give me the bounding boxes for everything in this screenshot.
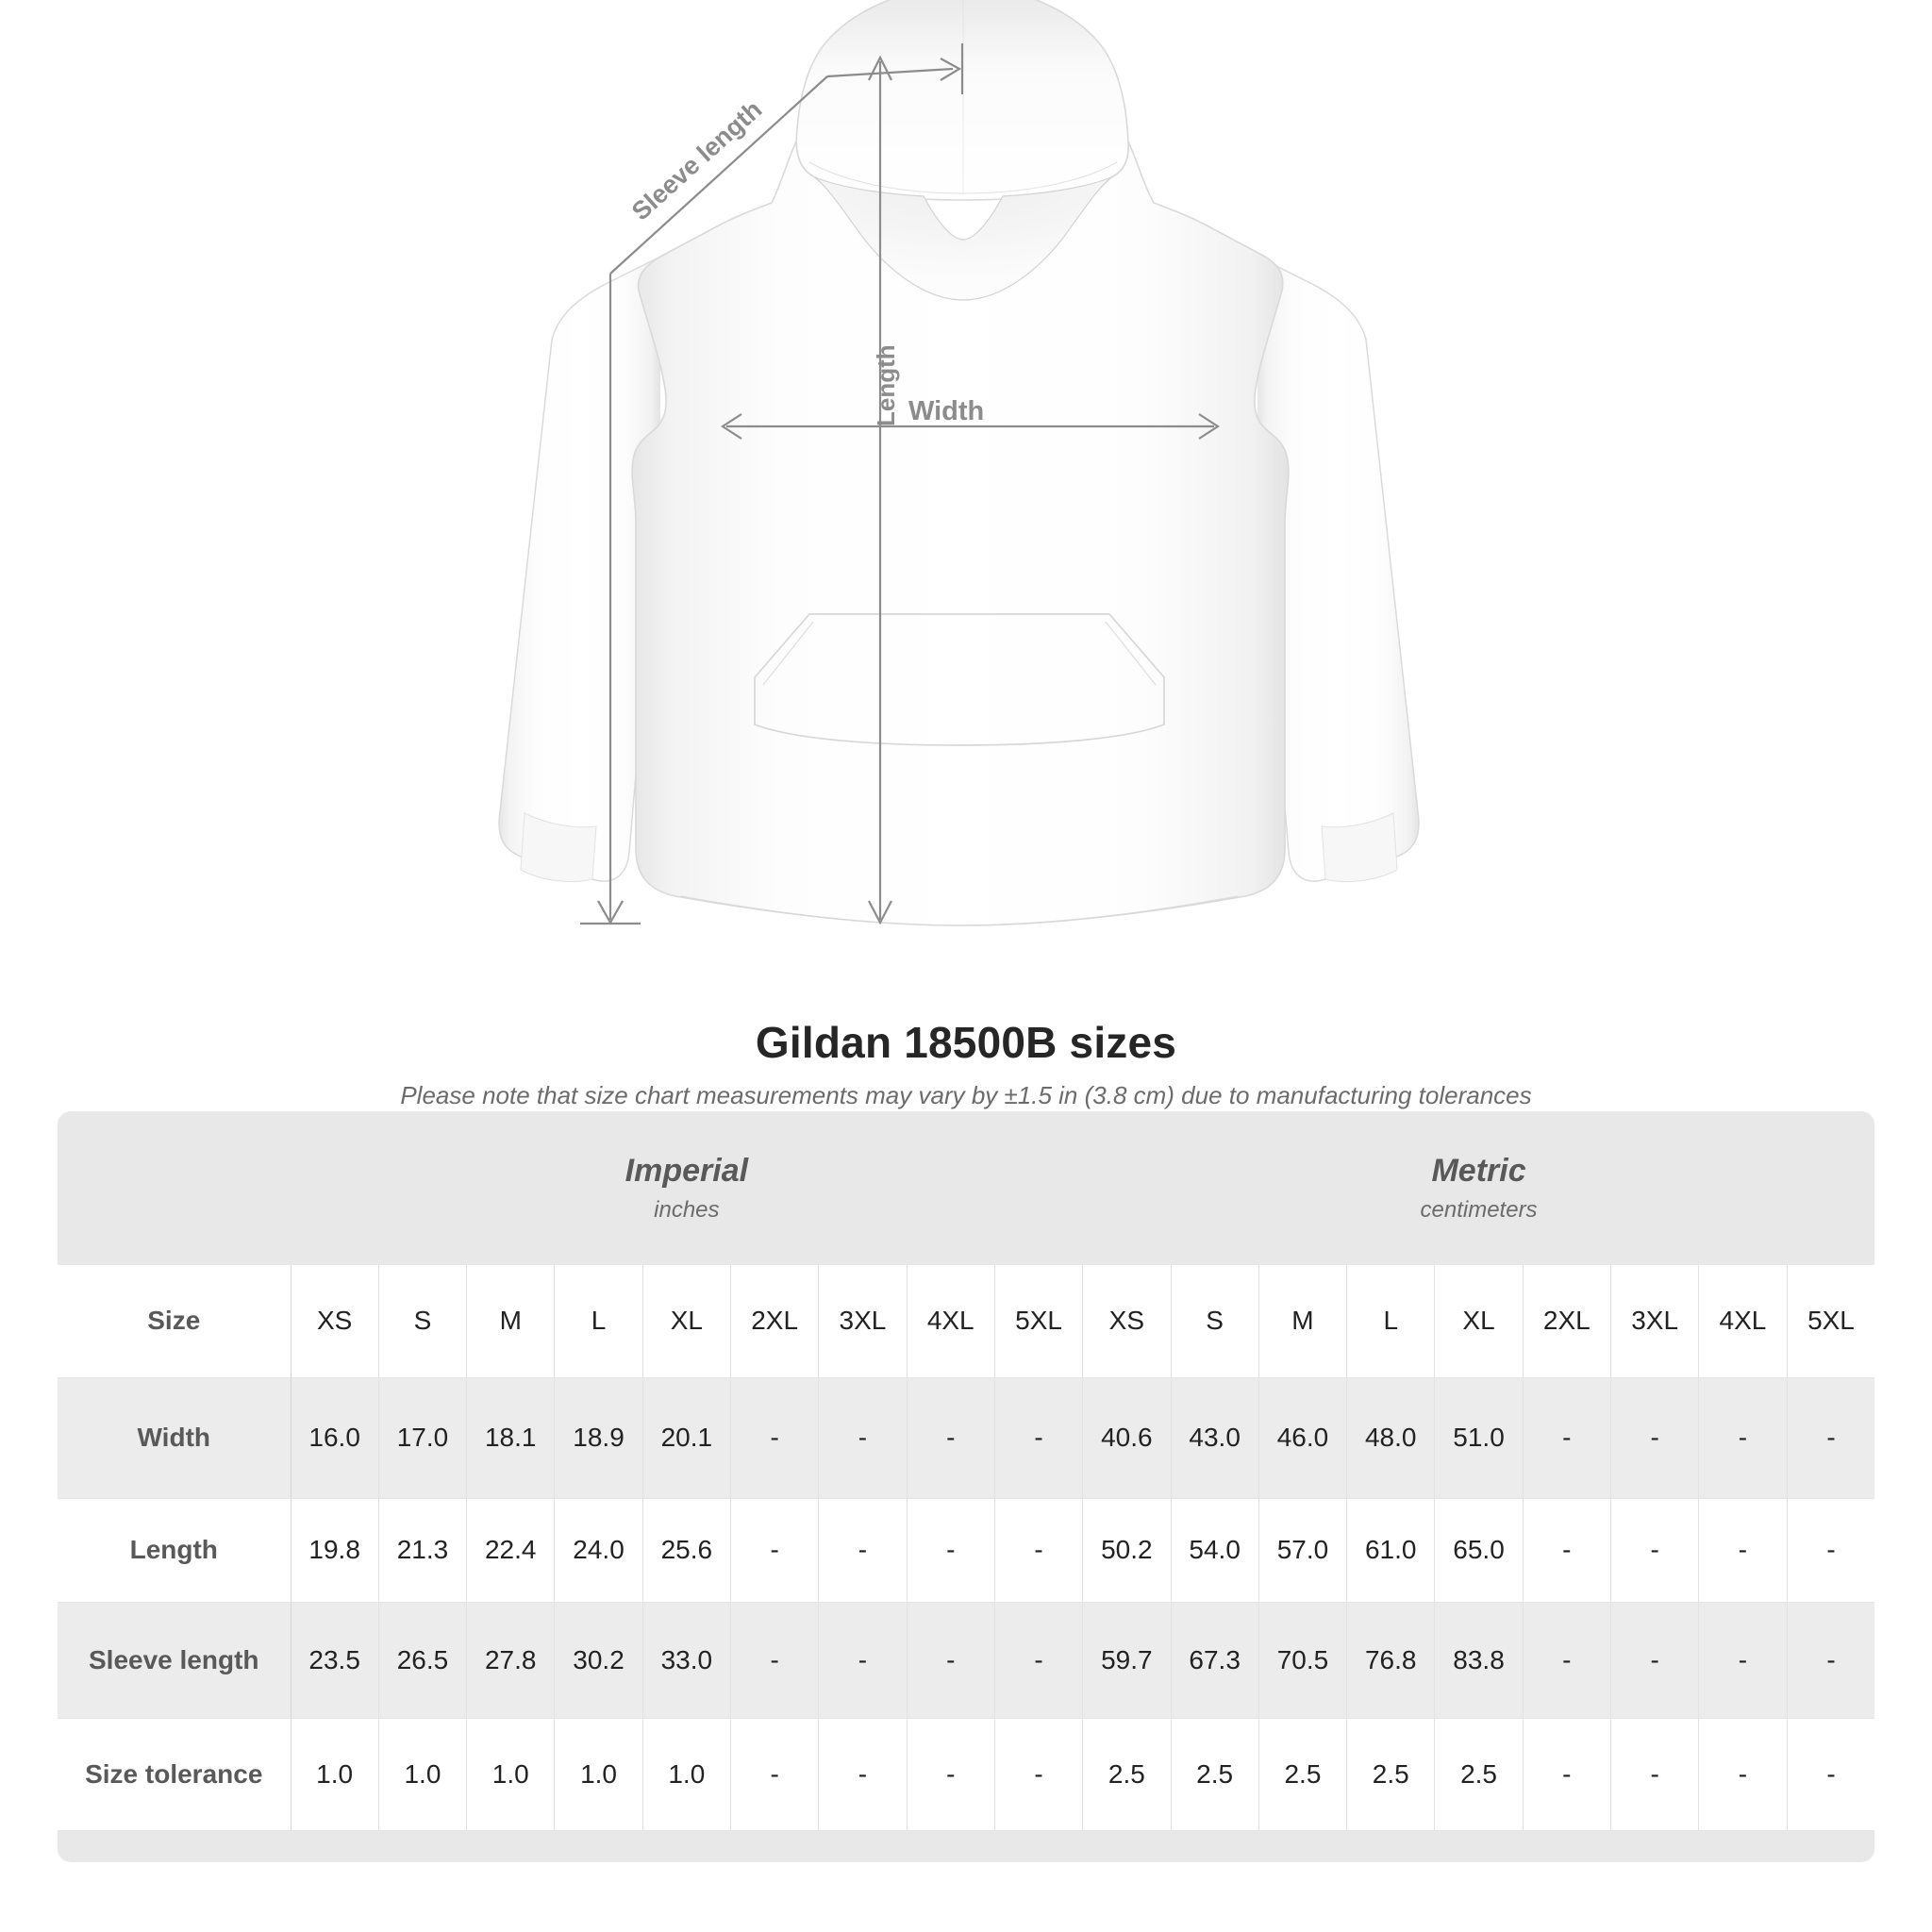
svg-text:Width: Width (908, 396, 984, 426)
svg-text:Sleeve length: Sleeve length (626, 95, 767, 226)
svg-text:Length: Length (872, 344, 900, 426)
